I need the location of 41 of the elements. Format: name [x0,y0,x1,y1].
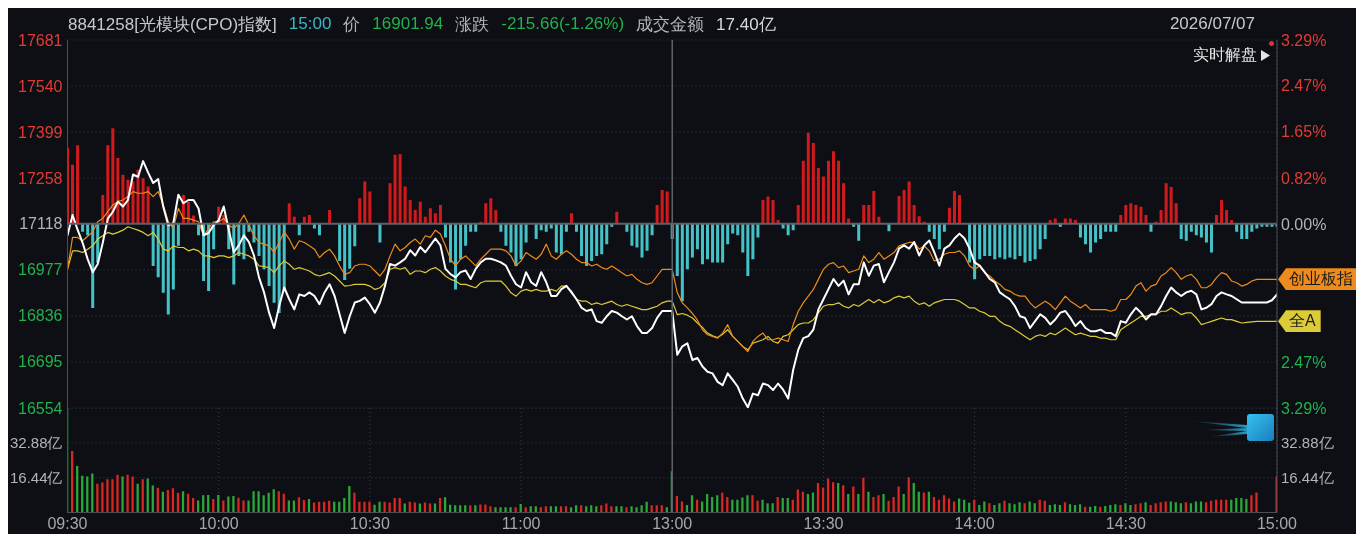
text: 15:00 [288,14,332,34]
y-tick-label: 16836 [18,307,63,325]
y2-tick-label: 32.88亿 [1281,434,1334,452]
text: 成交金额 [636,13,705,36]
y2-tick-label: 0.00% [1281,215,1327,233]
text: 价 [343,13,361,36]
text: -215.66(-1.26%) [501,14,625,34]
x-tick-label: 15:00 [1256,514,1298,532]
y2-tick-label: 3.29% [1281,31,1327,49]
y-tick-label: 17540 [18,77,63,95]
text: 17.40亿 [716,13,776,36]
y-tick-label: 16695 [18,353,63,371]
y2-tick-label: 16.44亿 [1281,469,1334,487]
x-tick-label: 10:00 [198,514,239,532]
y2-tick-label: 2.47% [1281,77,1327,95]
y-tick-label: 16977 [18,261,63,279]
y2-tick-label: 1.65% [1281,123,1327,141]
x-tick-label: 13:00 [652,514,693,532]
text: 16901.94 [372,14,444,34]
y2-tick-label: 2.47% [1281,353,1327,371]
y2-tick-label: 3.29% [1281,399,1327,417]
x-tick-label: 09:30 [47,514,88,532]
series-label: 全A [1278,310,1321,333]
x-tick-label: 14:00 [954,514,995,532]
y-tick-label: 17118 [19,215,63,233]
y-tick-label: 32.88亿 [9,434,63,452]
annotation: 实时解盘 [1193,45,1257,65]
y-tick-label: 17399 [18,123,63,141]
y-tick-label: 16.44亿 [9,469,63,487]
y-tick-label: 16554 [18,399,63,417]
x-tick-label: 10:30 [349,514,390,532]
y-tick-label: 17258 [18,169,63,187]
x-tick-label: 11:00 [501,514,541,532]
x-tick-label: 14:30 [1105,514,1146,532]
chart-title: 8841258[光模块(CPO)指数] [68,13,277,36]
y2-tick-label: 0.82% [1281,169,1327,187]
text: 2026/07/07 [1169,13,1255,35]
y-tick-label: 17681 [18,31,63,49]
text: 涨跌 [455,13,490,36]
x-tick-label: 13:30 [803,514,844,532]
series-label: 创业板指 [1278,268,1358,291]
